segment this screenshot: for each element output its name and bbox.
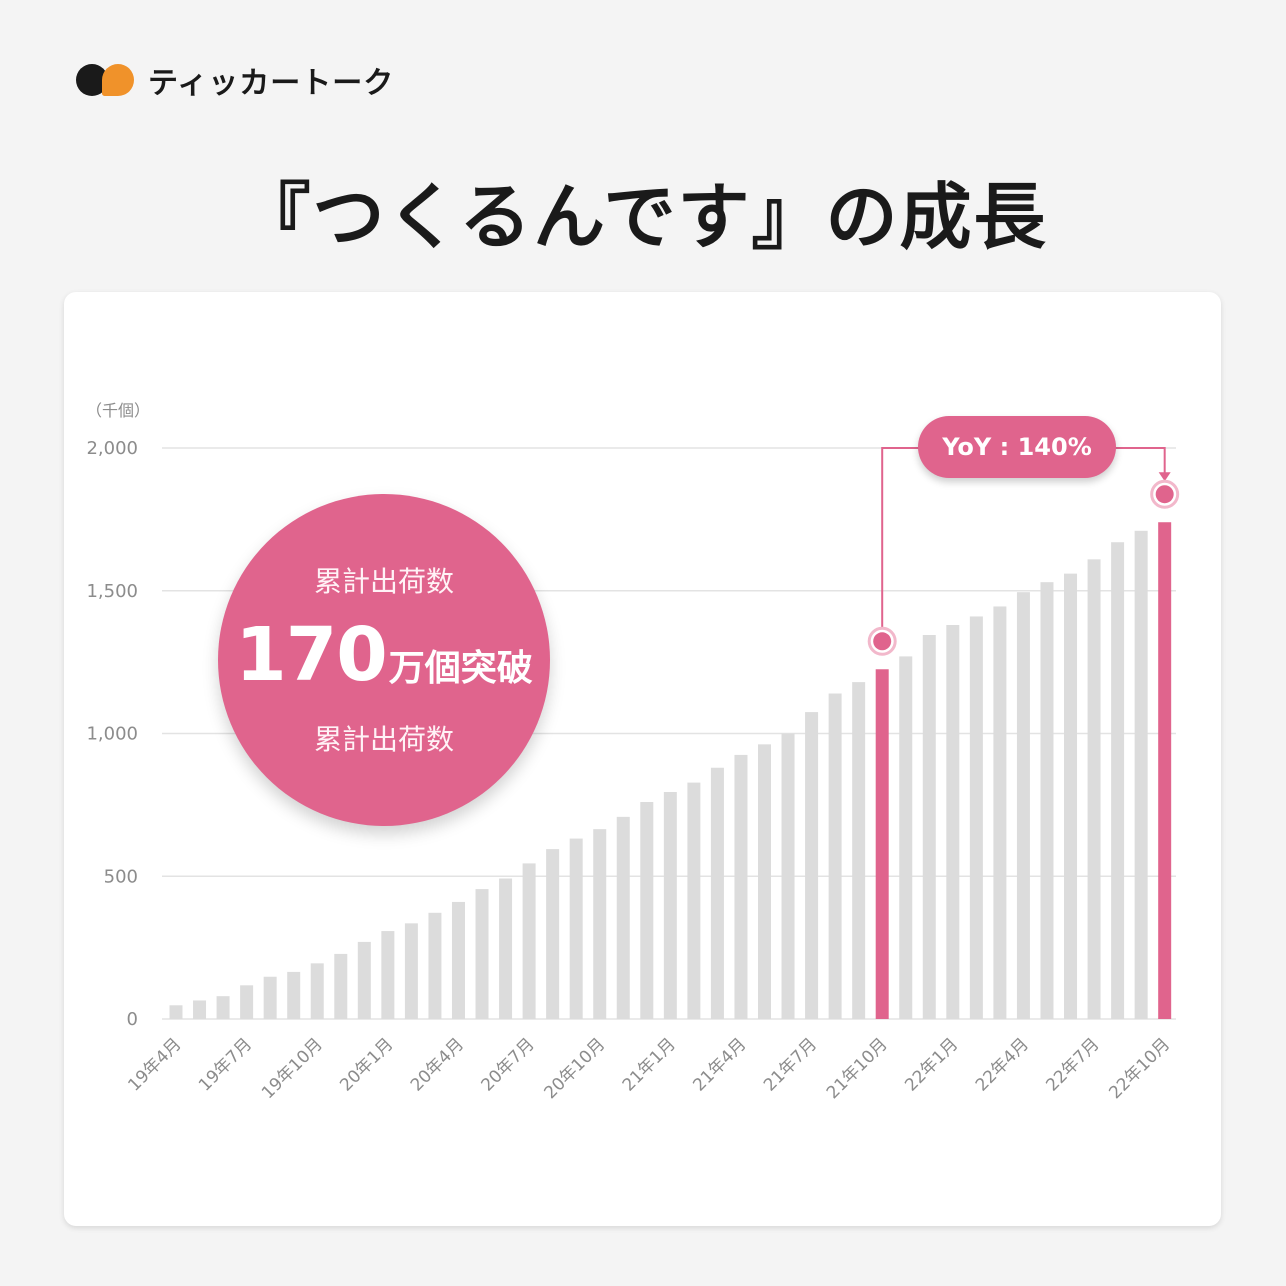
bar — [593, 829, 607, 1019]
x-tick-label: 19年10月 — [258, 1034, 327, 1103]
y-tick-label: 500 — [104, 866, 138, 887]
bar — [734, 754, 748, 1019]
bar — [404, 923, 418, 1019]
marker-dot — [873, 632, 892, 651]
bar — [546, 849, 560, 1019]
bar — [451, 901, 465, 1019]
speech-bubbles-logo-icon — [76, 60, 138, 100]
bar — [687, 782, 701, 1019]
highlight-bar — [875, 669, 889, 1019]
bar — [640, 802, 654, 1019]
bar — [499, 878, 513, 1019]
x-tick-label: 21年7月 — [760, 1034, 821, 1095]
bar — [993, 606, 1007, 1019]
x-tick-label: 20年1月 — [336, 1034, 397, 1095]
bar — [852, 682, 866, 1019]
bar — [334, 953, 348, 1019]
page-title: 『つくるんです』の成長 — [238, 175, 1048, 259]
bar — [357, 941, 371, 1019]
x-tick-label: 20年4月 — [407, 1034, 468, 1095]
y-tick-label: 2,000 — [86, 438, 138, 459]
bar — [169, 1005, 183, 1019]
bar — [1134, 530, 1148, 1019]
x-tick-label: 21年10月 — [823, 1034, 892, 1103]
bar — [428, 912, 442, 1019]
x-tick-label: 21年1月 — [619, 1034, 680, 1095]
y-tick-label: 0 — [127, 1009, 138, 1030]
bar — [805, 712, 819, 1019]
highlight-bar — [1158, 522, 1172, 1019]
bar — [287, 971, 301, 1019]
x-tick-label: 22年4月 — [972, 1034, 1033, 1095]
badge-number: 170 — [235, 612, 387, 698]
bar — [710, 767, 724, 1019]
bar — [381, 931, 395, 1019]
bar — [193, 1000, 207, 1019]
bar — [899, 656, 913, 1019]
bar — [569, 838, 583, 1019]
bar — [616, 816, 630, 1019]
x-tick-label: 21年4月 — [689, 1034, 750, 1095]
arrow-head-icon — [1158, 472, 1171, 482]
bar — [969, 616, 983, 1019]
x-tick-label: 22年7月 — [1042, 1034, 1103, 1095]
x-tick-label: 22年10月 — [1105, 1034, 1174, 1103]
bar — [310, 963, 324, 1019]
x-tick-label: 19年4月 — [124, 1034, 185, 1095]
badge-label-bottom: 累計出荷数 — [313, 723, 454, 756]
badge-unit: 万個突破 — [388, 648, 533, 689]
bar — [1064, 573, 1078, 1019]
yoy-label: YoY : 140% — [918, 416, 1116, 478]
marker-dot — [1155, 485, 1174, 504]
y-unit-label: （千個） — [86, 401, 150, 420]
badge-main-figure: 170万個突破 — [218, 612, 550, 698]
brand-name: ティッカートーク — [148, 66, 395, 101]
bar — [1087, 559, 1101, 1019]
bar — [263, 976, 277, 1019]
bar — [1016, 592, 1030, 1019]
bar — [828, 693, 842, 1019]
x-tick-label: 20年7月 — [478, 1034, 539, 1095]
x-tick-label: 19年7月 — [195, 1034, 256, 1095]
bar — [758, 744, 771, 1019]
bar — [240, 985, 254, 1019]
bar — [216, 996, 230, 1019]
bar — [781, 733, 795, 1019]
bar — [1111, 542, 1125, 1019]
x-tick-label: 22年1月 — [901, 1034, 962, 1095]
y-tick-label: 1,500 — [86, 581, 138, 602]
brand: ティッカートーク — [76, 58, 394, 102]
bar — [663, 792, 677, 1019]
bar — [1040, 582, 1054, 1019]
x-tick-label: 20年10月 — [540, 1034, 609, 1103]
bar — [522, 863, 536, 1019]
bar — [475, 889, 489, 1019]
y-tick-label: 1,000 — [86, 724, 138, 745]
cumulative-shipments-badge: 累計出荷数 170万個突破 累計出荷数 — [218, 494, 550, 826]
bar — [946, 625, 960, 1019]
bar — [922, 635, 936, 1019]
badge-label-top: 累計出荷数 — [313, 565, 454, 598]
